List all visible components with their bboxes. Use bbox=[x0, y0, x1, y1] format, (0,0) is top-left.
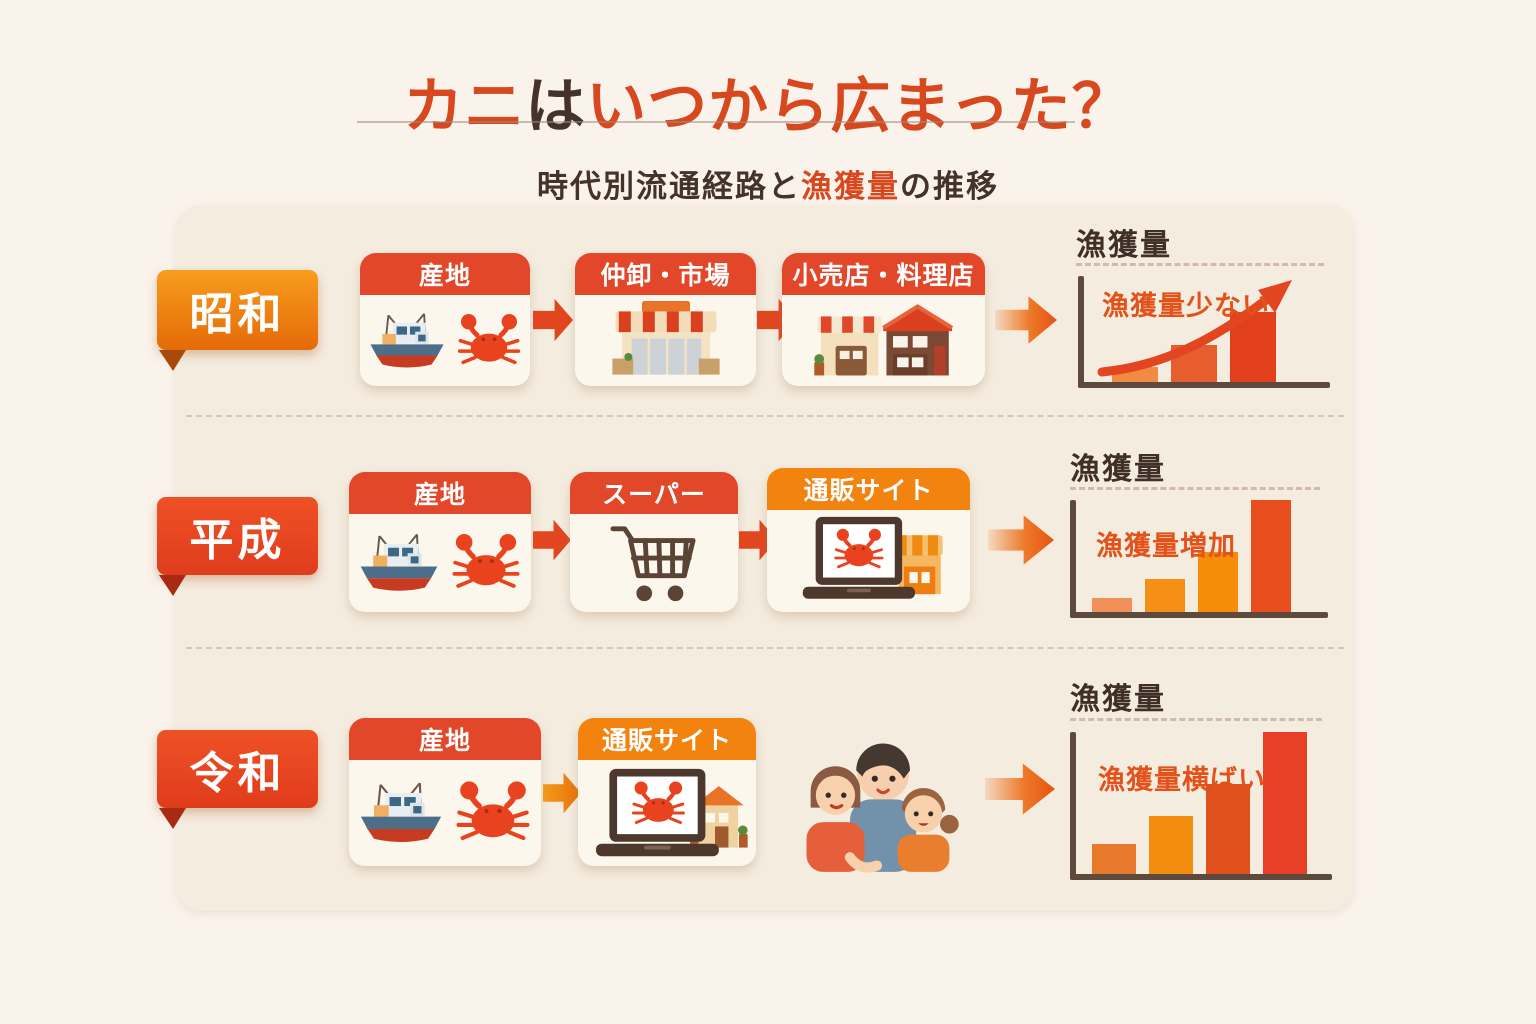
boat-icon bbox=[356, 777, 446, 849]
card-label: 産地 bbox=[418, 727, 471, 755]
step-card-ec-site-reiwa: 通販サイト bbox=[578, 718, 756, 866]
card-label: 産地 bbox=[418, 262, 471, 290]
laptop-shop-icon bbox=[802, 516, 943, 599]
step-card-supermarket: スーパー bbox=[570, 472, 738, 612]
cart-icon bbox=[610, 526, 696, 602]
title-word-kani: カニ bbox=[403, 73, 526, 141]
chart-title-reiwa: 漁獲量 bbox=[1070, 683, 1166, 716]
bars bbox=[1092, 732, 1307, 874]
card-label: 仲卸・市場 bbox=[600, 262, 731, 290]
catch-volume-chart-showa: 漁獲量少ない bbox=[1078, 276, 1330, 388]
card-header: 小売店・料理店 bbox=[782, 253, 985, 295]
subtitle-pre: 時代別流通経路と bbox=[537, 168, 801, 204]
bars bbox=[1092, 500, 1291, 612]
card-label: 小売店・料理店 bbox=[792, 262, 975, 290]
chart-annotation: 漁獲量少ない bbox=[1102, 291, 1270, 321]
card-header: 通販サイト bbox=[767, 468, 970, 510]
bar bbox=[1092, 598, 1132, 612]
chart-title-underline bbox=[1076, 263, 1324, 266]
catch-volume-chart-reiwa: 漁獲量横ばい bbox=[1070, 732, 1332, 880]
era-ribbon-showa: 昭和 bbox=[157, 270, 318, 371]
step-card-sanchi-reiwa: 産地 bbox=[349, 718, 541, 866]
step-card-sanchi-showa: 産地 bbox=[360, 253, 530, 386]
card-body bbox=[767, 510, 970, 612]
card-header: 産地 bbox=[349, 718, 541, 760]
title-particle: は bbox=[525, 73, 587, 141]
title-divider bbox=[357, 121, 1075, 123]
chart-annotation: 漁獲量横ばい bbox=[1098, 765, 1266, 795]
catch-volume-chart-heisei: 漁獲量増加 bbox=[1070, 500, 1328, 618]
step-card-kouriten-ryouriten: 小売店・料理店 bbox=[782, 253, 985, 386]
card-body bbox=[349, 514, 531, 612]
card-header: スーパー bbox=[570, 472, 738, 514]
card-body bbox=[575, 295, 756, 386]
era-label: 昭和 bbox=[189, 290, 286, 339]
chart-annotation: 漁獲量増加 bbox=[1096, 531, 1236, 561]
bar bbox=[1149, 816, 1193, 874]
y-axis bbox=[1078, 276, 1084, 388]
y-axis bbox=[1070, 500, 1076, 618]
bar bbox=[1092, 844, 1136, 874]
card-body bbox=[782, 295, 985, 386]
bar bbox=[1145, 579, 1185, 612]
subtitle-post: の推移 bbox=[900, 168, 999, 204]
chart-title-heisei: 漁獲量 bbox=[1070, 453, 1166, 486]
bar bbox=[1206, 784, 1250, 874]
step-card-ec-site-heisei: 通販サイト bbox=[767, 468, 970, 612]
era-label: 令和 bbox=[189, 749, 286, 798]
bar bbox=[1251, 500, 1291, 612]
page-subtitle: 時代別流通経路と漁獲量の推移 bbox=[0, 161, 1536, 206]
card-label: 通販サイト bbox=[803, 477, 934, 505]
card-header: 産地 bbox=[349, 472, 531, 514]
card-label: 通販サイト bbox=[601, 727, 732, 755]
card-label: スーパー bbox=[602, 481, 706, 509]
card-label: 産地 bbox=[413, 481, 466, 509]
boat-icon bbox=[366, 309, 448, 373]
title-word-itsukara: いつから bbox=[586, 73, 831, 141]
era-ribbon-reiwa: 令和 bbox=[157, 730, 318, 829]
shops-icon bbox=[813, 303, 953, 375]
chart-title-showa: 漁獲量 bbox=[1076, 229, 1172, 262]
trend-up-arrow-icon bbox=[1097, 280, 1292, 377]
card-header: 仲卸・市場 bbox=[575, 253, 756, 295]
chart-title-underline bbox=[1070, 718, 1322, 721]
x-axis bbox=[1070, 874, 1332, 880]
crab-icon bbox=[452, 778, 534, 848]
x-axis bbox=[1078, 382, 1330, 388]
era-ribbon-heisei: 平成 bbox=[157, 497, 318, 596]
chart-title-underline bbox=[1070, 487, 1320, 490]
row-separator-2 bbox=[186, 647, 1344, 649]
card-header: 産地 bbox=[360, 253, 530, 295]
y-axis bbox=[1070, 732, 1076, 880]
crab-icon bbox=[448, 531, 524, 595]
market-icon bbox=[611, 300, 720, 375]
card-body bbox=[570, 514, 738, 612]
subtitle-highlight: 漁獲量 bbox=[801, 168, 900, 204]
row-separator-1 bbox=[186, 415, 1344, 417]
card-body bbox=[578, 760, 756, 866]
page-title: カニはいつから広まった？ bbox=[0, 74, 1536, 140]
title-word-hiromatta: 広まった？ bbox=[830, 73, 1133, 141]
crab-icon bbox=[454, 311, 524, 371]
family-icon bbox=[806, 743, 959, 873]
bar bbox=[1198, 552, 1238, 612]
card-header: 通販サイト bbox=[578, 718, 756, 760]
x-axis bbox=[1070, 612, 1328, 618]
laptop-house-icon bbox=[595, 768, 748, 857]
card-body bbox=[360, 295, 530, 386]
card-body bbox=[349, 760, 541, 866]
step-card-sanchi-heisei: 産地 bbox=[349, 472, 531, 612]
step-card-nakaoroshi-ichiba: 仲卸・市場 bbox=[575, 253, 756, 386]
bar bbox=[1263, 732, 1307, 874]
boat-icon bbox=[356, 529, 442, 597]
era-label: 平成 bbox=[189, 516, 286, 565]
